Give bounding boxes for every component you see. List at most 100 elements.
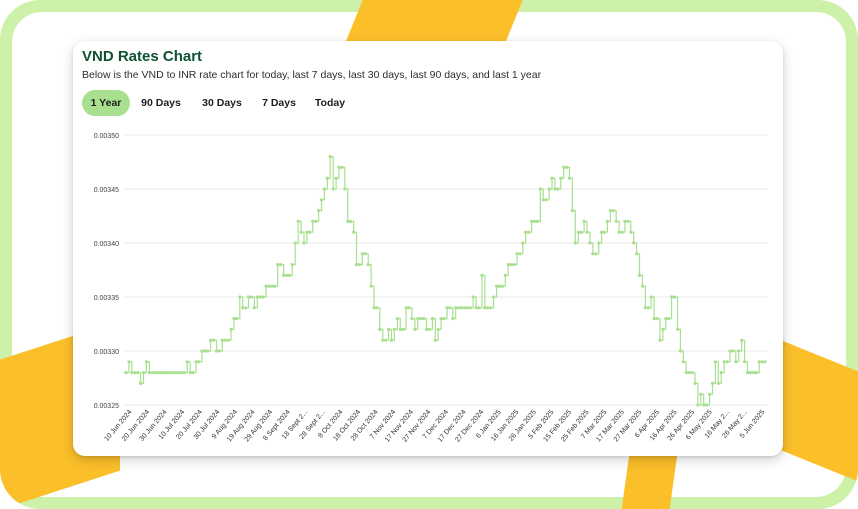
y-tick-label: 0.00350 bbox=[94, 133, 119, 140]
data-point bbox=[573, 241, 577, 245]
data-point bbox=[643, 306, 648, 310]
data-point bbox=[544, 198, 548, 202]
data-point bbox=[748, 371, 753, 375]
data-point bbox=[267, 284, 271, 288]
data-point bbox=[314, 219, 318, 223]
data-point bbox=[486, 306, 490, 310]
data-point bbox=[343, 187, 347, 191]
data-point bbox=[331, 187, 335, 191]
data-point bbox=[197, 360, 201, 364]
data-point bbox=[171, 371, 175, 375]
data-point bbox=[468, 306, 472, 310]
data-point bbox=[322, 187, 326, 191]
data-point bbox=[585, 230, 589, 234]
data-point bbox=[725, 360, 729, 364]
data-point bbox=[611, 209, 615, 213]
data-point bbox=[392, 327, 396, 331]
data-point bbox=[649, 295, 653, 299]
data-point bbox=[737, 349, 741, 353]
data-point bbox=[255, 295, 259, 299]
data-point bbox=[515, 252, 519, 256]
data-point bbox=[459, 306, 464, 310]
data-point bbox=[664, 317, 668, 321]
page-title: VND Rates Chart bbox=[82, 48, 203, 65]
data-point bbox=[349, 219, 353, 223]
data-point bbox=[226, 338, 230, 342]
data-point bbox=[495, 284, 499, 288]
data-point bbox=[745, 371, 750, 375]
data-point bbox=[179, 371, 183, 375]
rates-chart-card: VND Rates Chart Below is the VND to INR … bbox=[73, 41, 783, 456]
data-point bbox=[439, 317, 443, 321]
data-point bbox=[684, 371, 688, 375]
data-point bbox=[381, 338, 385, 342]
tab-7-days[interactable]: 7 Days bbox=[262, 97, 296, 109]
data-point bbox=[530, 219, 534, 223]
data-point bbox=[556, 187, 560, 191]
data-point bbox=[346, 219, 350, 223]
data-point bbox=[375, 306, 379, 310]
data-point bbox=[567, 176, 572, 180]
data-point bbox=[681, 360, 685, 364]
data-point bbox=[168, 371, 172, 375]
data-point bbox=[500, 284, 504, 288]
data-point bbox=[372, 306, 376, 310]
data-point bbox=[366, 263, 370, 267]
data-point bbox=[667, 317, 671, 321]
data-point bbox=[433, 338, 437, 342]
data-point bbox=[614, 219, 618, 223]
data-point bbox=[194, 360, 198, 364]
data-point bbox=[416, 317, 420, 321]
data-point bbox=[503, 273, 507, 277]
data-point bbox=[483, 306, 487, 310]
data-point bbox=[404, 306, 408, 310]
data-point bbox=[716, 381, 720, 385]
data-point bbox=[229, 327, 233, 331]
data-point bbox=[203, 349, 207, 353]
data-point bbox=[629, 230, 633, 234]
tab-1-year[interactable]: 1 Year bbox=[82, 90, 130, 116]
data-point bbox=[389, 338, 394, 342]
data-point bbox=[144, 360, 148, 364]
data-point bbox=[290, 263, 294, 267]
data-point bbox=[133, 371, 137, 375]
data-point bbox=[369, 284, 373, 288]
data-point bbox=[675, 327, 680, 331]
data-point bbox=[261, 295, 265, 299]
tab-30-days[interactable]: 30 Days bbox=[202, 97, 242, 109]
data-point bbox=[214, 349, 219, 353]
data-point bbox=[422, 317, 426, 321]
data-point bbox=[141, 371, 146, 375]
data-point bbox=[150, 371, 154, 375]
data-point bbox=[754, 371, 758, 375]
data-point bbox=[538, 187, 542, 191]
data-point bbox=[565, 165, 569, 169]
data-point bbox=[424, 327, 429, 331]
tab-90-days[interactable]: 90 Days bbox=[141, 97, 181, 109]
data-point bbox=[182, 371, 186, 375]
data-point bbox=[384, 338, 388, 342]
data-point bbox=[232, 317, 236, 321]
data-point bbox=[559, 176, 563, 180]
data-point bbox=[334, 176, 338, 180]
data-point bbox=[474, 306, 478, 310]
data-point bbox=[293, 241, 297, 245]
tab-today[interactable]: Today bbox=[314, 97, 346, 109]
data-point bbox=[124, 371, 128, 375]
data-point bbox=[524, 230, 528, 234]
series-line bbox=[126, 156, 765, 406]
data-point bbox=[591, 252, 595, 256]
data-point bbox=[658, 338, 662, 342]
data-point bbox=[445, 306, 449, 310]
data-point bbox=[512, 263, 516, 267]
data-point bbox=[719, 371, 723, 375]
data-point bbox=[588, 241, 592, 245]
data-point bbox=[206, 349, 210, 353]
data-point bbox=[731, 349, 735, 353]
data-point bbox=[395, 317, 399, 321]
data-point bbox=[325, 176, 329, 180]
data-point bbox=[223, 338, 227, 342]
data-point bbox=[457, 306, 461, 310]
data-point bbox=[579, 230, 583, 234]
data-point bbox=[387, 327, 391, 331]
